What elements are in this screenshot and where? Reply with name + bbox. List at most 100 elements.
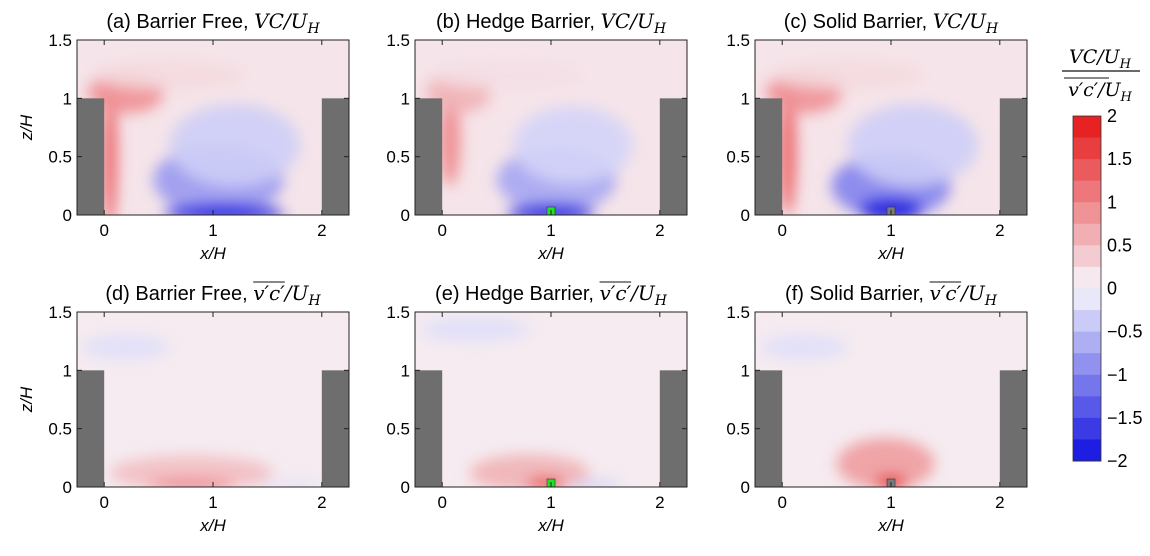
colorbar-label-bottom: v′c′/UH — [1068, 79, 1132, 105]
colorbar-segment — [1073, 180, 1101, 203]
panel-title-math: VC/U — [254, 9, 308, 33]
panel-b: 0 0.5 1 1.5 0 1 2 x/H (b) Hedge Barrier, VC/UH — [386, 9, 688, 263]
colorbar-segment — [1073, 202, 1101, 225]
field-contour-e-2 — [525, 477, 566, 487]
x-tick-label: 2 — [317, 493, 326, 512]
panel-title-subscript: H — [306, 21, 320, 37]
panel-a-field — [87, 61, 301, 215]
panel-title-math: v′c′/U — [930, 281, 986, 305]
y-tick-label: 0.5 — [48, 148, 72, 167]
colorbar-segment — [1073, 331, 1101, 354]
x-tick-label: 1 — [208, 493, 217, 512]
y-tick-label: 1 — [401, 89, 410, 108]
y-tick-label: 1.5 — [386, 31, 410, 50]
colorbar: 2 1.5 1 0.5 0 −0.5 −1 −1.5 −2 VC/UH v′c′/UH — [1062, 46, 1143, 471]
y-axis-label: z/H — [17, 386, 36, 413]
x-tick-label: 0 — [777, 221, 786, 240]
x-tick-label: 0 — [777, 493, 786, 512]
y-tick-label: 1.5 — [726, 31, 750, 50]
panel-a: 0 0.5 1 1.5 0 1 2 x/H z/H (a) Barrier Free, VC/UH — [17, 9, 350, 263]
field-contour-e-1 — [469, 454, 590, 487]
panel-title-text: (a) Barrier Free, — [106, 11, 254, 33]
field-contour-a-4 — [164, 203, 284, 215]
colorbar-segment — [1073, 159, 1101, 182]
x-axis-label: x/H — [537, 516, 564, 535]
field-contour-e-0 — [420, 317, 530, 342]
field-contour-f-0 — [760, 335, 848, 359]
panel-title-subscript: H — [985, 21, 999, 37]
field-contour-c-0 — [778, 86, 797, 215]
colorbar-segment — [1073, 223, 1101, 246]
panel-title-math: v′c′/U — [600, 281, 656, 305]
panel-e: 0 0.5 1 1.5 0 1 2 x/H (e) Hedge Barrier, v′c′/UH — [386, 281, 688, 535]
x-tick-label: 2 — [995, 221, 1004, 240]
panel-f-field — [760, 335, 935, 487]
panel-title-text: (c) Solid Barrier, — [784, 11, 933, 33]
panel-title-text: (f) Solid Barrier, — [785, 283, 929, 305]
panel-title-text: (b) Hedge Barrier, — [436, 11, 601, 33]
colorbar-segment — [1073, 374, 1101, 397]
y-tick-label: 1.5 — [386, 303, 410, 322]
x-tick-label: 2 — [995, 493, 1004, 512]
field-contour-c-2 — [771, 61, 924, 89]
y-tick-label: 1 — [63, 361, 72, 380]
panel-title-subscript: H — [307, 293, 321, 309]
y-tick-label: 0.5 — [386, 148, 410, 167]
x-tick-label: 1 — [546, 493, 555, 512]
field-contour-b-5 — [512, 106, 633, 184]
field-contour-f-1 — [836, 438, 935, 487]
y-tick-label: 0 — [63, 478, 72, 497]
field-contour-e-3 — [567, 481, 622, 487]
x-tick-label: 2 — [317, 221, 326, 240]
field-contour-d-0 — [82, 335, 170, 359]
x-tick-label: 1 — [208, 221, 217, 240]
x-axis-label: x/H — [537, 244, 564, 263]
x-tick-label: 2 — [655, 221, 664, 240]
colorbar-segment — [1073, 353, 1101, 376]
panel-title-subscript: H — [653, 21, 667, 37]
y-tick-label: 1.5 — [48, 31, 72, 50]
x-axis-label: x/H — [877, 244, 904, 263]
colorbar-segment — [1073, 266, 1101, 289]
field-contour-d-2 — [147, 480, 235, 487]
colorbar-segment — [1073, 288, 1101, 311]
panel-c-field — [765, 61, 979, 215]
x-tick-label: 0 — [99, 493, 108, 512]
x-axis-label: x/H — [199, 244, 226, 263]
field-contour-a-0 — [102, 86, 118, 215]
x-tick-label: 2 — [655, 493, 664, 512]
panel-title-math: v′c′/U — [253, 281, 309, 305]
x-tick-label: 1 — [886, 493, 895, 512]
field-contour-b-2 — [431, 61, 584, 89]
y-axis-label: z/H — [17, 114, 36, 141]
colorbar-tick-label: 1 — [1107, 192, 1117, 212]
field-contour-b-0 — [438, 92, 461, 186]
colorbar-tick-label: 2 — [1107, 106, 1117, 126]
panel-title-subscript: H — [984, 293, 998, 309]
field-contour-d-1 — [109, 455, 273, 487]
y-tick-label: 0 — [63, 206, 72, 225]
panel-title-text: (d) Barrier Free, — [105, 283, 253, 305]
colorbar-segment — [1073, 396, 1101, 419]
field-contour-d-3 — [256, 481, 322, 487]
panel-title: (c) Solid Barrier, VC/UH — [784, 9, 999, 37]
colorbar-segment — [1073, 245, 1101, 268]
colorbar-tick-label: 1.5 — [1107, 149, 1132, 169]
y-tick-label: 0.5 — [726, 148, 750, 167]
panel-d: 0 0.5 1 1.5 0 1 2 x/H z/H (d) Barrier Free, v′c′/… — [17, 281, 350, 535]
panel-title: (a) Barrier Free, VC/UH — [106, 9, 320, 37]
field-contour-c-5 — [847, 104, 979, 186]
y-tick-label: 1.5 — [726, 303, 750, 322]
colorbar-segment — [1073, 439, 1101, 462]
y-tick-label: 0.5 — [386, 420, 410, 439]
y-tick-label: 0.5 — [726, 420, 750, 439]
y-tick-label: 1 — [741, 361, 750, 380]
field-contour-a-5 — [169, 104, 301, 186]
colorbar-segment — [1073, 116, 1101, 139]
panel-c: 0 0.5 1 1.5 0 1 2 x/H (c) Solid Barrier, VC/UH — [726, 9, 1028, 263]
panel-e-field — [420, 317, 622, 487]
panel-title-subscript: H — [654, 293, 668, 309]
colorbar-tick-label: −1.5 — [1107, 408, 1143, 428]
